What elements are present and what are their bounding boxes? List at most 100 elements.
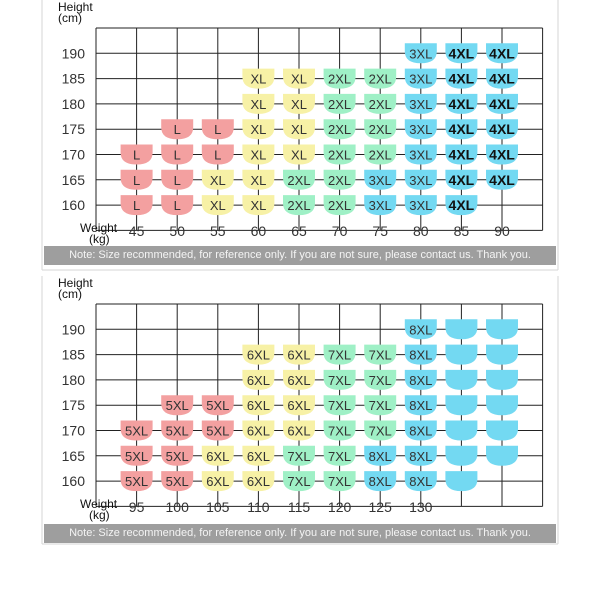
size-badge (242, 445, 275, 466)
weight-tick-label: 110 (247, 499, 270, 515)
size-label: 4XL (489, 45, 515, 61)
size-label: 4XL (449, 172, 475, 188)
y-axis-label: (cm) (58, 11, 82, 25)
size-badge (242, 420, 275, 441)
size-badge (242, 68, 275, 89)
weight-tick-label: 95 (129, 499, 145, 515)
size-badge (486, 445, 518, 466)
size-badge (364, 369, 397, 390)
size-badge (242, 169, 275, 190)
size-badge (364, 93, 397, 114)
size-chart-top: Height (cm) Weight (kg) 190 185 180 175 170 165 16… (40, 0, 560, 272)
size-label: 7XL (328, 348, 351, 363)
size-badge (445, 169, 478, 190)
size-label: 7XL (287, 449, 310, 464)
size-badge (445, 445, 478, 466)
size-badge (201, 195, 234, 216)
size-label: 3XL (409, 72, 432, 87)
size-badge (323, 471, 356, 492)
reference-note-bottom: Note: Size recommended, for reference on… (44, 524, 556, 543)
size-badge (404, 169, 437, 190)
size-label: 7XL (328, 474, 351, 489)
height-tick-label: 160 (62, 473, 86, 489)
weight-tick-label: 130 (409, 499, 433, 515)
size-label: 8XL (409, 373, 432, 388)
height-tick-label: 165 (62, 448, 86, 464)
size-badge (161, 169, 194, 190)
height-tick-label: 175 (62, 121, 86, 137)
size-badge (242, 471, 275, 492)
weight-tick-label: 90 (494, 223, 510, 239)
size-label: 2XL (328, 198, 351, 213)
size-badge (486, 169, 518, 190)
size-label: 5XL (125, 424, 148, 439)
size-label: XL (250, 72, 266, 87)
size-label: 8XL (369, 474, 392, 489)
size-badge (445, 93, 478, 114)
size-label: 5XL (166, 474, 189, 489)
size-label: 4XL (489, 147, 515, 163)
size-badge (120, 445, 153, 466)
size-label: 6XL (287, 373, 310, 388)
size-label: 4XL (489, 121, 515, 137)
size-badge (404, 144, 437, 165)
size-label: 7XL (369, 373, 392, 388)
size-badge (283, 471, 315, 492)
size-badge (364, 119, 397, 140)
size-badge (404, 344, 437, 365)
size-badge (283, 68, 315, 89)
size-badge (445, 195, 478, 216)
size-label: 4XL (489, 96, 515, 112)
size-badge (486, 43, 518, 64)
size-label: 5XL (206, 424, 229, 439)
height-tick-label: 185 (62, 347, 86, 363)
size-label: 4XL (449, 121, 475, 137)
size-badge (445, 43, 478, 64)
size-badge (201, 169, 234, 190)
weight-tick-label: 75 (372, 223, 388, 239)
size-badge (404, 68, 437, 89)
weight-tick-label: 120 (328, 499, 352, 515)
size-badge (445, 144, 478, 165)
size-label: L (214, 122, 221, 137)
size-badge (323, 445, 356, 466)
size-badge (445, 119, 478, 140)
size-badge (445, 369, 478, 390)
size-badge (242, 119, 275, 140)
size-badge (323, 420, 356, 441)
size-label: 3XL (369, 173, 392, 188)
size-label: L (174, 148, 181, 163)
size-badge (201, 119, 234, 140)
size-label: 6XL (287, 424, 310, 439)
size-label: 2XL (328, 72, 351, 87)
size-label: 7XL (328, 398, 351, 413)
size-badge (242, 195, 275, 216)
size-badge (445, 344, 478, 365)
height-tick-label: 190 (62, 321, 86, 337)
size-label: 2XL (328, 173, 351, 188)
size-grid-bottom: Height(cm) Weight(kg) 190 185 180 175 170 165 16… (41, 276, 559, 545)
size-badge (323, 344, 356, 365)
size-badge (486, 68, 518, 89)
size-badge (364, 344, 397, 365)
size-chart-bottom: Height (cm) Weight (kg) 190 185 180 175 170 165 16… (40, 276, 560, 546)
size-badge (486, 344, 518, 365)
size-label: XL (291, 148, 307, 163)
size-label: XL (250, 148, 266, 163)
size-label: 2XL (369, 97, 392, 112)
weight-tick-label: 65 (291, 223, 307, 239)
size-badge (161, 195, 194, 216)
size-badge (404, 369, 437, 390)
y-axis-label: Height (58, 0, 93, 14)
size-label: XL (291, 97, 307, 112)
size-badge (445, 420, 478, 441)
size-badge (364, 169, 397, 190)
size-badge (404, 471, 437, 492)
size-label: 8XL (409, 424, 432, 439)
size-label: 4XL (449, 197, 475, 213)
size-label: L (174, 173, 181, 188)
size-badge (486, 395, 518, 416)
size-label: 4XL (489, 71, 515, 87)
size-badge (323, 144, 356, 165)
size-label: 4XL (489, 172, 515, 188)
